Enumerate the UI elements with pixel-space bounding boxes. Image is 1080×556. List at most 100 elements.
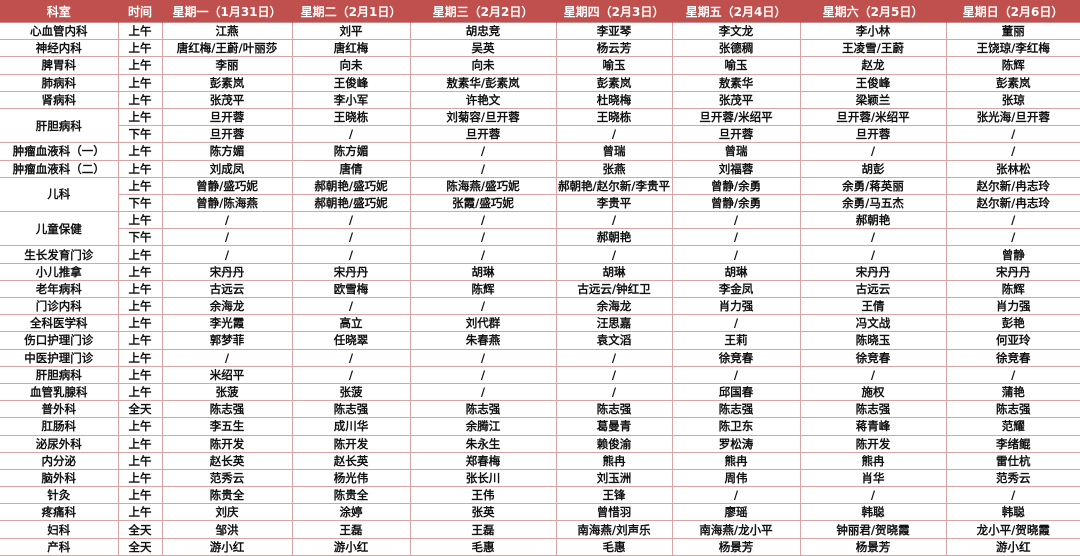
doctor-cell: 陈海燕/盛巧妮 [409, 176, 557, 195]
schedule-body: 心血管内科 上午 江燕 刘平 胡忠竞 李亚琴 李文龙 李小林 董丽 神经内科 上午 唐红梅/王蔚/叶丽… [0, 21, 1080, 556]
doctor-cell: / [291, 348, 411, 367]
session-time: 上午 [117, 486, 163, 505]
table-row: 肾病科 上午 张茂平 李小军 许艳文 杜晓梅 张茂平 梁颖兰 张琼 [0, 90, 1080, 109]
session-time: 上午 [117, 142, 163, 161]
doctor-cell: / [945, 125, 1080, 144]
doctor-cell: 罗松涛 [671, 434, 801, 453]
session-time: 上午 [117, 434, 163, 453]
session-time: 全天 [117, 520, 163, 539]
department-name: 儿科 [0, 176, 119, 213]
doctor-cell: 冯文战 [799, 314, 947, 333]
department-name: 肛肠科 [0, 417, 119, 436]
doctor-cell: 陈卫东 [671, 417, 801, 436]
doctor-cell: 游小红 [291, 537, 411, 556]
doctor-cell: 游小红 [945, 537, 1080, 556]
doctor-cell: / [945, 365, 1080, 384]
department-name: 肝胆病科 [0, 365, 119, 384]
doctor-cell: 张林松 [945, 159, 1080, 178]
session-time: 全天 [117, 400, 163, 419]
doctor-cell: 陈方媚 [291, 142, 411, 161]
doctor-cell: 张琼 [945, 90, 1080, 109]
doctor-cell: 葛曼青 [555, 417, 673, 436]
doctor-cell: 杜晓梅 [555, 90, 673, 109]
doctor-cell: 郝朝艳/盛巧妮 [291, 193, 411, 213]
doctor-cell: 许艳文 [409, 90, 557, 109]
department-name: 产科 [0, 537, 119, 556]
table-row: 血管乳腺科 上午 张菠 张菠 / / 邱国春 施权 蒲艳 [0, 382, 1080, 402]
doctor-cell: / [671, 245, 801, 264]
session-time: 上午 [117, 451, 163, 470]
doctor-cell: / [555, 245, 673, 264]
doctor-cell: 施权 [799, 382, 947, 402]
doctor-cell: / [291, 211, 411, 230]
doctor-cell: 彭艳 [945, 314, 1080, 333]
session-time: 上午 [117, 107, 163, 127]
header-day-thu: 星期四（2月3日） [556, 0, 673, 23]
doctor-cell: 宋丹丹 [799, 262, 947, 281]
table-row: 肛肠科 上午 李五生 成川华 余腾江 葛曼青 陈卫东 蒋青峰 范耀 [0, 417, 1080, 436]
doctor-cell: 郭梦菲 [161, 331, 293, 350]
doctor-cell: 赵龙 [799, 56, 947, 75]
doctor-cell: 王磊 [291, 520, 411, 539]
doctor-cell: 唐红梅/王蔚/叶丽莎 [161, 39, 293, 58]
doctor-cell: 刘平 [291, 21, 411, 41]
session-time: 下午 [117, 125, 163, 144]
doctor-cell: / [945, 486, 1080, 505]
doctor-cell: 敖素华 [671, 73, 801, 92]
table-row: 肿瘤血液科（一） 上午 陈方媚 陈方媚 / 曾瑞 曾瑞 / / [0, 142, 1080, 161]
session-time: 上午 [117, 468, 163, 488]
table-row: 产科 全天 游小红 游小红 毛惠 毛惠 杨景芳 杨景芳 游小红 [0, 537, 1080, 556]
header-day-sat: 星期六（2月5日） [800, 0, 947, 23]
doctor-cell: / [409, 211, 557, 230]
doctor-cell: / [671, 365, 801, 384]
doctor-cell: 王磊 [409, 520, 557, 539]
doctor-cell: / [671, 228, 801, 247]
session-time: 上午 [117, 382, 163, 402]
doctor-cell: 张德稠 [671, 39, 801, 58]
doctor-cell: / [161, 228, 293, 247]
doctor-cell: 古远云 [161, 279, 293, 299]
doctor-cell: 涂婷 [291, 503, 411, 522]
doctor-cell: 游小红 [161, 537, 293, 556]
doctor-cell: / [799, 142, 947, 161]
doctor-cell: 陈贵全 [161, 486, 293, 505]
department-name: 疼痛科 [0, 503, 119, 522]
doctor-cell: 彭素岚 [945, 73, 1080, 92]
table-row: 神经内科 上午 唐红梅/王蔚/叶丽莎 唐红梅 吴英 杨云芳 张德稠 王凌雪/王蔚 王饶琼/李红梅 [0, 39, 1080, 58]
department-name: 伤口护理门诊 [0, 331, 119, 350]
doctor-cell: 朱永生 [409, 434, 557, 453]
doctor-cell: 周伟 [671, 468, 801, 488]
doctor-cell: 陈志强 [945, 400, 1080, 419]
doctor-cell: 陈开发 [799, 434, 947, 453]
doctor-cell: 旦开蓉 [799, 125, 947, 144]
doctor-cell: 陈辉 [409, 279, 557, 299]
doctor-cell: 胡彭 [799, 159, 947, 178]
doctor-cell: 高立 [291, 314, 411, 333]
doctor-cell: 宋丹丹 [161, 262, 293, 281]
doctor-cell: 熊冉 [799, 451, 947, 470]
department-name: 脑外科 [0, 468, 119, 488]
doctor-cell: 陈开发 [161, 434, 293, 453]
table-row: 针灸 上午 陈贵全 陈贵全 王伟 王锋 / / / [0, 486, 1080, 505]
table-row: 生长发育门诊 上午 / / / / / / 曾静 [0, 245, 1080, 264]
doctor-cell: / [555, 365, 673, 384]
doctor-cell: / [409, 142, 557, 161]
table-row: 妇科 全天 邹洪 王磊 王磊 南海燕/刘声乐 南海燕/龙小平 钟丽君/贺晓霞 龙小平/贺晓霞 [0, 520, 1080, 539]
doctor-cell: 古远云/钟红卫 [555, 279, 673, 299]
doctor-cell: 宋丹丹 [291, 262, 411, 281]
session-time: 上午 [117, 211, 163, 230]
doctor-cell: 王锋 [555, 486, 673, 505]
doctor-cell: 赵尔新/冉志玲 [945, 176, 1080, 195]
session-time: 下午 [117, 193, 163, 213]
doctor-cell: 张霞/盛巧妮 [409, 193, 557, 213]
doctor-cell: 宋丹丹 [945, 262, 1080, 281]
doctor-cell: / [409, 365, 557, 384]
doctor-cell: 王晓栋 [555, 107, 673, 127]
doctor-cell: / [555, 348, 673, 367]
doctor-cell: / [799, 486, 947, 505]
doctor-cell: 李文龙 [671, 21, 801, 41]
session-time: 上午 [117, 279, 163, 299]
department-name: 生长发育门诊 [0, 245, 119, 264]
department-name: 神经内科 [0, 39, 119, 58]
session-time: 上午 [117, 176, 163, 195]
